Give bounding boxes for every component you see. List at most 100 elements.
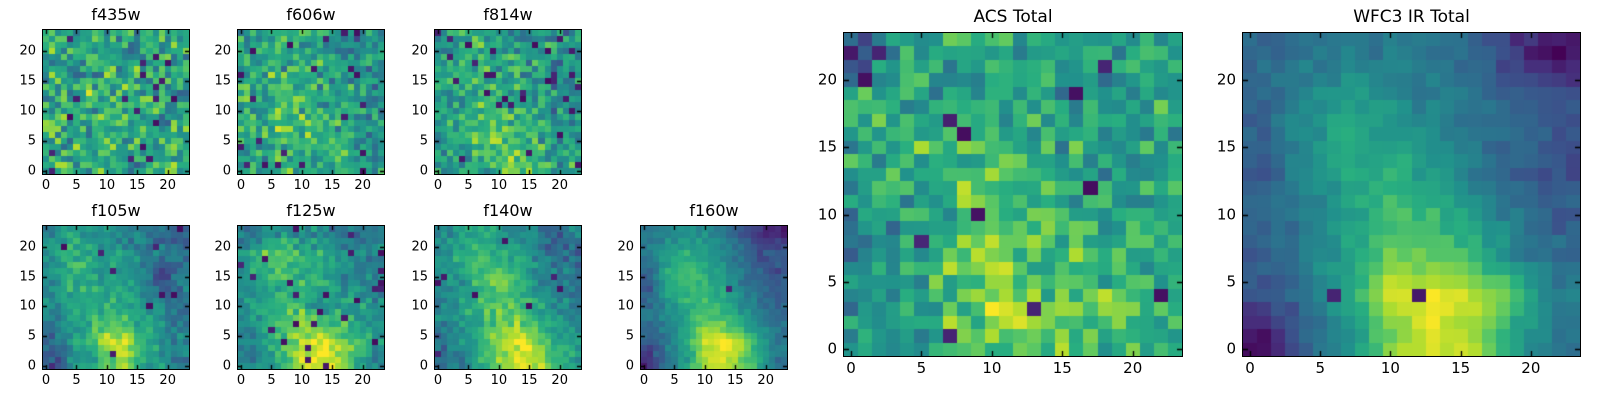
x-tick-label: 20	[551, 178, 568, 193]
y-tick-label: 0	[625, 358, 634, 374]
x-tick-label: 10	[293, 178, 311, 193]
panel-title-acs_total: ACS Total	[973, 7, 1053, 27]
y-tick-label: 10	[19, 298, 36, 314]
x-tick-label: 10	[293, 373, 311, 388]
x-tick-label: 0	[236, 373, 246, 388]
y-tick-label: 20	[19, 43, 36, 59]
y-tick-label: 0	[222, 358, 231, 374]
y-tick-label: 0	[27, 163, 36, 179]
heatmap-acs_total	[842, 31, 1183, 357]
y-tick-label: 10	[1216, 205, 1236, 224]
x-tick-label: 5	[464, 373, 473, 388]
y-tick-label: 5	[419, 328, 428, 344]
x-tick-label: 0	[236, 178, 246, 193]
y-tick-label: 15	[817, 137, 837, 156]
panel-title-f160w: f160w	[689, 201, 739, 220]
x-tick-label: 0	[41, 373, 51, 388]
y-tick-label: 15	[19, 269, 36, 285]
heatmap-f814w	[433, 28, 582, 175]
x-tick-label: 20	[159, 178, 176, 193]
heatmap-f435w	[41, 28, 190, 175]
panel-title-f606w: f606w	[286, 5, 336, 24]
x-tick-label: 15	[129, 178, 146, 193]
y-tick-label: 15	[617, 269, 634, 285]
x-tick-label: 0	[433, 373, 443, 388]
y-tick-label: 5	[827, 272, 837, 291]
x-tick-label: 20	[1123, 359, 1143, 377]
x-tick-label: 15	[521, 178, 538, 193]
x-tick-label: 0	[846, 359, 856, 377]
y-tick-label: 20	[1216, 70, 1236, 89]
y-tick-label: 5	[222, 328, 231, 344]
x-tick-label: 20	[354, 178, 371, 193]
panel-title-f125w: f125w	[286, 201, 336, 220]
y-tick-label: 15	[19, 73, 36, 89]
x-tick-label: 5	[464, 178, 473, 193]
heatmap-f105w	[41, 224, 190, 370]
x-tick-label: 5	[72, 373, 81, 388]
y-tick-label: 20	[411, 43, 428, 59]
y-tick-label: 15	[411, 269, 428, 285]
x-tick-label: 5	[72, 178, 81, 193]
x-tick-label: 15	[727, 373, 744, 388]
x-tick-label: 20	[757, 373, 774, 388]
y-tick-label: 0	[827, 339, 837, 358]
x-tick-label: 20	[1521, 359, 1541, 377]
y-tick-label: 10	[214, 298, 231, 314]
panel-title-wfc3_ir_total: WFC3 IR Total	[1353, 7, 1470, 27]
y-tick-label: 10	[411, 103, 428, 119]
panel-title-f140w: f140w	[483, 201, 533, 220]
x-tick-label: 15	[1052, 359, 1072, 377]
y-tick-label: 10	[411, 298, 428, 314]
y-tick-label: 20	[214, 43, 231, 59]
x-tick-label: 5	[670, 373, 679, 388]
x-tick-label: 15	[129, 373, 146, 388]
x-tick-label: 10	[490, 373, 508, 388]
y-tick-label: 5	[27, 133, 36, 149]
x-tick-label: 20	[551, 373, 568, 388]
x-tick-label: 5	[916, 359, 927, 377]
heatmap-f125w	[236, 224, 385, 370]
y-tick-label: 0	[27, 358, 36, 374]
x-tick-label: 0	[41, 178, 51, 193]
y-tick-label: 0	[1226, 339, 1236, 358]
x-tick-label: 20	[159, 373, 176, 388]
x-tick-label: 15	[324, 178, 341, 193]
y-tick-label: 15	[214, 73, 231, 89]
x-tick-label: 5	[1315, 359, 1325, 377]
y-tick-label: 5	[625, 328, 634, 344]
x-tick-label: 15	[1451, 359, 1471, 377]
y-tick-label: 10	[617, 298, 634, 314]
x-tick-label: 10	[1380, 359, 1400, 377]
y-tick-label: 10	[214, 103, 231, 119]
heatmap-wfc3_ir_total	[1241, 31, 1581, 357]
y-tick-label: 10	[817, 205, 837, 224]
x-tick-label: 0	[1245, 359, 1255, 377]
heatmap-f160w	[639, 224, 788, 370]
y-tick-label: 5	[1226, 272, 1236, 291]
y-tick-label: 5	[419, 133, 428, 149]
y-tick-label: 15	[411, 73, 428, 89]
heatmap-f606w	[236, 28, 385, 175]
y-tick-label: 15	[1216, 137, 1236, 156]
x-tick-label: 0	[433, 178, 443, 193]
x-tick-label: 0	[639, 373, 649, 388]
y-tick-label: 20	[411, 239, 428, 255]
panel-title-f814w: f814w	[483, 5, 533, 24]
x-tick-label: 15	[324, 373, 341, 388]
x-tick-label: 10	[982, 359, 1002, 377]
y-tick-label: 20	[817, 70, 837, 89]
x-tick-label: 10	[490, 178, 508, 193]
x-tick-label: 5	[267, 178, 276, 193]
y-tick-label: 0	[419, 163, 428, 179]
panel-title-f435w: f435w	[91, 5, 141, 24]
x-tick-label: 10	[696, 373, 714, 388]
y-tick-label: 10	[19, 103, 36, 119]
y-tick-label: 15	[214, 269, 231, 285]
panel-title-f105w: f105w	[91, 201, 141, 220]
y-tick-label: 5	[27, 328, 36, 344]
x-tick-label: 20	[354, 373, 371, 388]
heatmap-f140w	[433, 224, 582, 370]
x-tick-label: 10	[98, 178, 116, 193]
